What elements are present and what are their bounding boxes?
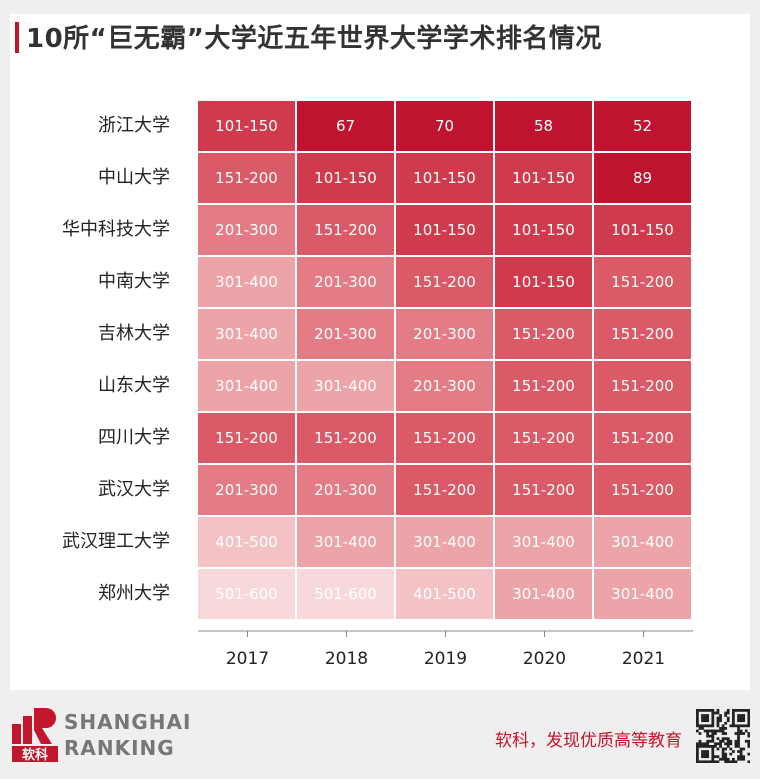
heatmap-cell: 301-400 — [594, 517, 691, 567]
x-tick-label: 2019 — [423, 649, 468, 669]
row-label: 吉林大学 — [98, 323, 170, 344]
heatmap-cell: 151-200 — [495, 361, 592, 411]
heatmap-cell: 301-400 — [198, 257, 295, 307]
heatmap-cell: 301-400 — [297, 361, 394, 411]
heatmap-cell: 201-300 — [396, 361, 493, 411]
heatmap-cell: 501-600 — [198, 569, 295, 619]
row-label: 郑州大学 — [98, 583, 170, 604]
heatmap-cell: 151-200 — [297, 205, 394, 255]
heatmap-cell: 151-200 — [396, 257, 493, 307]
heatmap-cell: 151-200 — [495, 413, 592, 463]
heatmap-cell: 101-150 — [495, 205, 592, 255]
heatmap-cell: 67 — [297, 101, 394, 151]
x-tick-label: 2020 — [522, 649, 567, 669]
row-label: 武汉大学 — [98, 479, 170, 500]
shanghai-ranking-logo-icon: 软科 — [12, 708, 58, 762]
logo-text-shanghai: SHANGHAI — [64, 710, 192, 734]
heatmap-cell: 201-300 — [297, 309, 394, 359]
heatmap-cell: 58 — [495, 101, 592, 151]
logo-text-ranking: RANKING — [64, 736, 175, 760]
heatmap-cell: 52 — [594, 101, 691, 151]
heatmap-cell: 301-400 — [396, 517, 493, 567]
heatmap-cell: 151-200 — [594, 465, 691, 515]
heatmap-cell: 151-200 — [495, 465, 592, 515]
heatmap-cell: 101-150 — [495, 153, 592, 203]
logo-mark-text: 软科 — [22, 747, 48, 762]
heatmap-cell: 201-300 — [198, 205, 295, 255]
heatmap-cell: 151-200 — [198, 413, 295, 463]
row-label: 中南大学 — [98, 271, 170, 292]
heatmap-cell: 101-150 — [198, 101, 295, 151]
heatmap-cell: 301-400 — [198, 309, 295, 359]
qr-code-icon — [696, 709, 750, 763]
heatmap-cell: 151-200 — [594, 413, 691, 463]
heatmap-cell: 201-300 — [396, 309, 493, 359]
heatmap-cell: 151-200 — [594, 361, 691, 411]
heatmap-cell: 101-150 — [594, 205, 691, 255]
heatmap-cell: 151-200 — [594, 309, 691, 359]
title-accent-bar — [15, 22, 19, 53]
heatmap-cell: 151-200 — [495, 309, 592, 359]
heatmap-cell: 151-200 — [396, 465, 493, 515]
heatmap-cell: 401-500 — [396, 569, 493, 619]
heatmap-cell: 101-150 — [396, 153, 493, 203]
heatmap-cell: 89 — [594, 153, 691, 203]
heatmap-cell: 151-200 — [198, 153, 295, 203]
row-label: 浙江大学 — [98, 115, 170, 136]
heatmap-cell: 101-150 — [297, 153, 394, 203]
heatmap-cell: 151-200 — [297, 413, 394, 463]
heatmap-cell: 301-400 — [198, 361, 295, 411]
x-tick-label: 2017 — [225, 649, 270, 669]
row-label: 华中科技大学 — [62, 219, 170, 240]
heatmap-cell: 401-500 — [198, 517, 295, 567]
heatmap-cell: 101-150 — [495, 257, 592, 307]
heatmap-cell: 151-200 — [396, 413, 493, 463]
x-tick-label: 2021 — [621, 649, 666, 669]
row-label: 武汉理工大学 — [62, 531, 170, 552]
x-tick-label: 2018 — [324, 649, 369, 669]
footer-slogan: 软科，发现优质高等教育 — [495, 731, 682, 751]
chart-title: 10所“巨无霸”大学近五年世界大学学术排名情况 — [26, 24, 602, 54]
row-label: 中山大学 — [98, 167, 170, 188]
heatmap-cell: 301-400 — [297, 517, 394, 567]
heatmap-cell: 151-200 — [594, 257, 691, 307]
heatmap-cell: 201-300 — [297, 257, 394, 307]
row-label: 四川大学 — [98, 427, 170, 448]
heatmap-cell: 201-300 — [198, 465, 295, 515]
heatmap-cell: 301-400 — [594, 569, 691, 619]
heatmap-cell: 501-600 — [297, 569, 394, 619]
row-label: 山东大学 — [98, 375, 170, 396]
heatmap-cell: 301-400 — [495, 517, 592, 567]
heatmap-cell: 301-400 — [495, 569, 592, 619]
heatmap-cell: 201-300 — [297, 465, 394, 515]
heatmap-cell: 101-150 — [396, 205, 493, 255]
heatmap-cell: 70 — [396, 101, 493, 151]
